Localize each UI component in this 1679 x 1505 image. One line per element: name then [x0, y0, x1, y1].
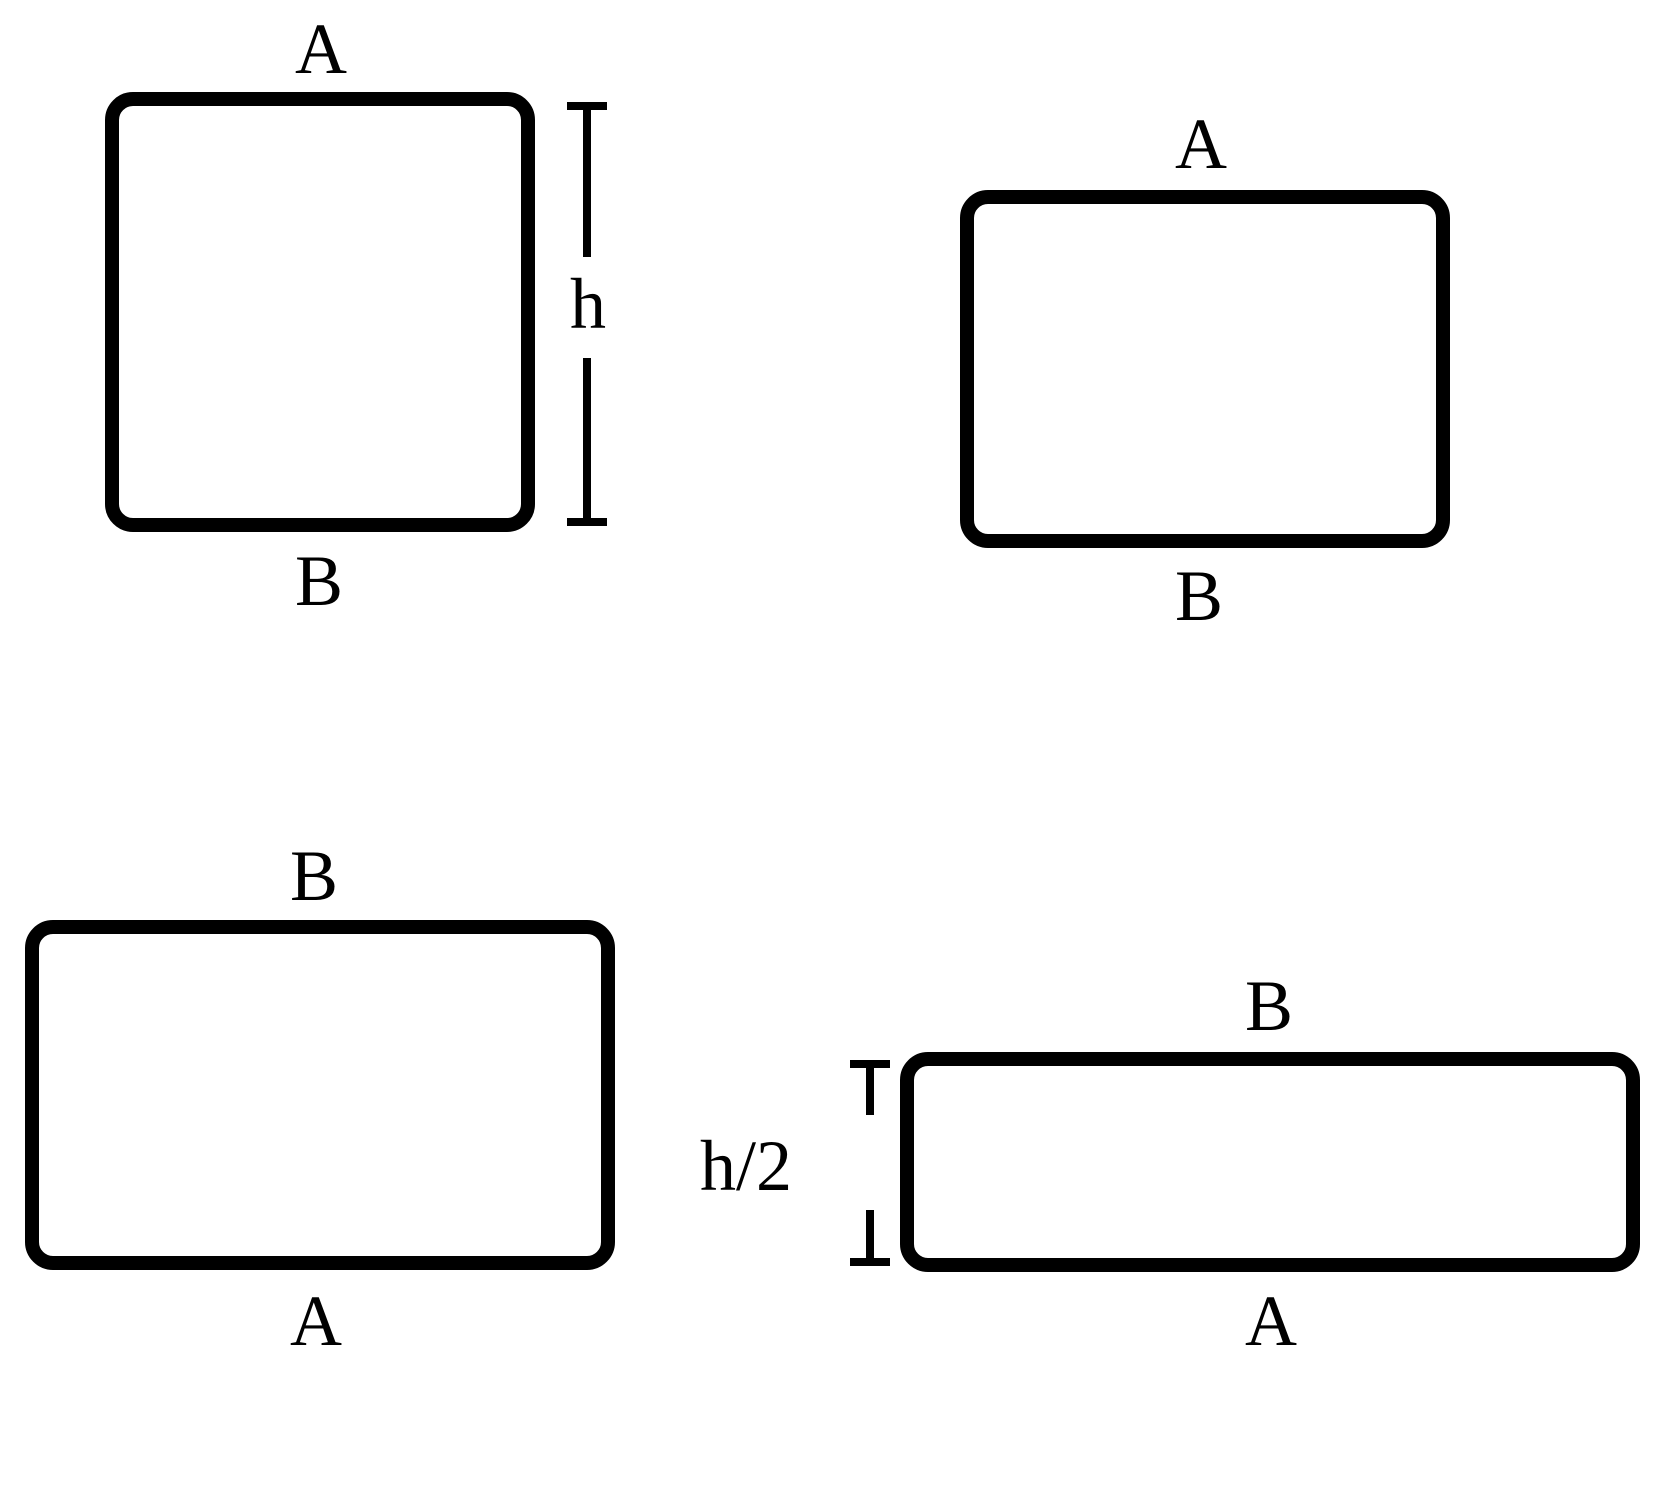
- label-bottom-right-A: A: [1245, 1280, 1297, 1363]
- label-bottom-right-B: B: [1245, 965, 1293, 1048]
- dim-h2-line-upper: [866, 1060, 874, 1115]
- dim-h-line-lower: [583, 358, 591, 522]
- rect-top-left: [105, 92, 535, 532]
- label-top-left-B: B: [295, 540, 343, 623]
- label-top-right-B: B: [1175, 555, 1223, 638]
- dim-h2-label: h/2: [700, 1125, 792, 1208]
- label-top-left-A: A: [295, 8, 347, 91]
- rect-bottom-left: [25, 920, 615, 1270]
- label-bottom-left-B: B: [290, 835, 338, 918]
- dim-h-label: h: [570, 263, 606, 346]
- dim-h-line-upper: [583, 102, 591, 257]
- dim-h2-line-lower: [866, 1210, 874, 1262]
- dim-h-bottomcap: [567, 518, 607, 526]
- dim-h2-bottomcap: [850, 1258, 890, 1266]
- label-top-right-A: A: [1175, 103, 1227, 186]
- label-bottom-left-A: A: [290, 1280, 342, 1363]
- rect-top-right: [960, 190, 1450, 548]
- rect-bottom-right: [900, 1052, 1640, 1272]
